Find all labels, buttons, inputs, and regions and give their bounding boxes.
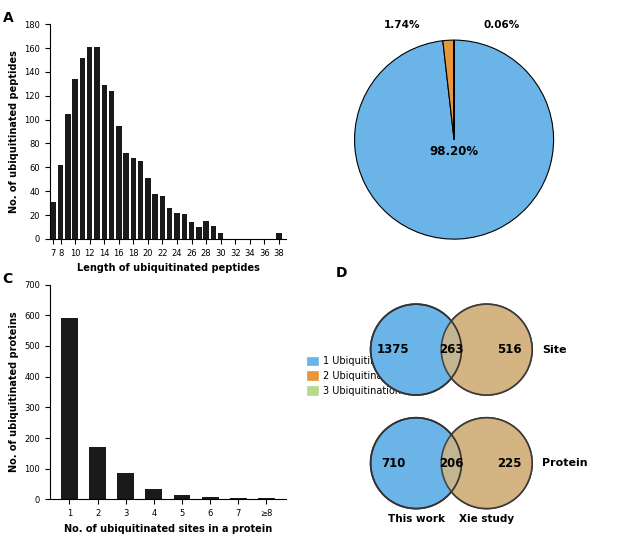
Text: 1375: 1375 [377,343,410,356]
Bar [50,202,56,239]
Circle shape [371,418,462,509]
Bar [258,498,275,499]
Bar [138,162,144,239]
Circle shape [441,304,532,395]
Circle shape [441,304,532,395]
Text: 206: 206 [439,456,463,470]
Text: 516: 516 [497,343,522,356]
Text: 710: 710 [381,456,406,470]
Text: Xie study: Xie study [459,514,514,524]
Circle shape [441,418,532,509]
Text: Protein: Protein [542,458,588,468]
Bar [203,221,209,239]
Text: 98.20%: 98.20% [430,145,478,158]
Bar [131,158,136,239]
Bar [61,318,78,499]
Text: 1.74%: 1.74% [384,20,420,30]
Bar [89,447,106,499]
Bar [65,114,71,239]
X-axis label: Length of ubiquitinated peptides: Length of ubiquitinated peptides [77,263,259,273]
Bar [152,194,158,239]
Wedge shape [443,40,454,140]
Circle shape [441,418,532,509]
Bar [109,91,114,239]
Bar [95,47,100,239]
Bar [160,196,165,239]
Bar [182,214,187,239]
Text: 225: 225 [497,456,522,470]
Bar [218,233,223,239]
Text: Site: Site [542,345,567,354]
Bar [167,208,172,239]
Bar [73,79,78,239]
Text: C: C [2,272,12,286]
Bar [116,126,121,239]
Bar [174,495,190,499]
Y-axis label: No. of ubiquitinated peptides: No. of ubiquitinated peptides [9,50,19,213]
Bar [118,473,134,499]
Bar [230,498,247,499]
Bar [123,153,129,239]
Bar [58,165,63,239]
Bar [174,213,180,239]
X-axis label: No. of ubiquitinated sites in a protein: No. of ubiquitinated sites in a protein [64,524,272,534]
Text: This work: This work [388,514,445,524]
Text: 0.06%: 0.06% [484,20,520,30]
Text: 263: 263 [439,343,463,356]
Y-axis label: No. of ubiquitinated proteins: No. of ubiquitinated proteins [9,311,19,473]
Bar [189,222,194,239]
Legend: 1 Ubiquitination site, 2 Ubiquitination sites, 3 Ubiquitination sites: 1 Ubiquitination site, 2 Ubiquitination … [307,356,427,396]
Bar [87,47,93,239]
Bar [145,178,151,239]
Bar [196,227,202,239]
Wedge shape [355,40,554,239]
Bar [101,85,107,239]
Text: A: A [2,11,13,25]
Bar [276,233,282,239]
Bar [146,489,162,499]
Bar [211,226,216,239]
Bar [202,497,218,499]
Circle shape [371,304,462,395]
Text: D: D [335,266,346,280]
Bar [80,57,85,239]
